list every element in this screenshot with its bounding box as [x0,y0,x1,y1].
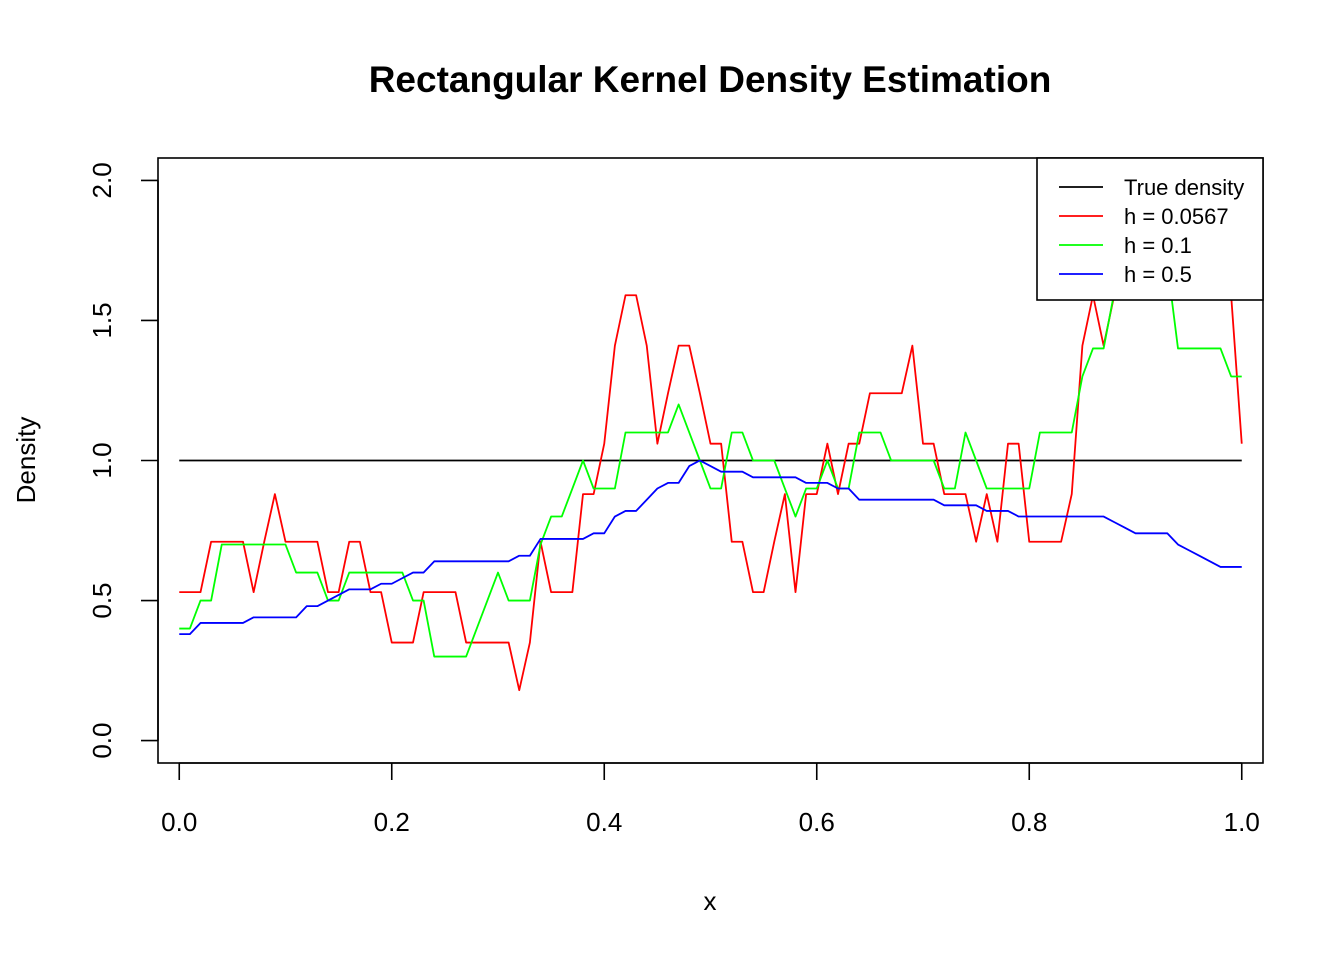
x-tick-label: 1.0 [1224,807,1260,837]
x-tick-label: 0.8 [1011,807,1047,837]
y-tick-label: 0.5 [87,582,117,618]
series-line-2 [179,235,1242,658]
legend: True density h = 0.0567 h = 0.1 h = 0.5 [1036,157,1264,301]
series-layer [179,196,1243,692]
x-axis-title: x [704,886,717,916]
x-tick-label: 0.0 [161,807,197,837]
series-line-1 [179,196,1243,692]
plot-frame [157,157,1264,764]
x-tick-label: 0.6 [799,807,835,837]
y-axis-title: Density [11,417,41,504]
legend-label: h = 0.0567 [1124,204,1229,229]
y-tick-label: 2.0 [87,162,117,198]
axes: 0.0 0.2 0.4 0.6 0.8 1.0 0.0 0.5 1.0 1.5 2.0 [87,162,1260,837]
series-line-3 [179,459,1242,636]
legend-label: h = 0.5 [1124,262,1192,287]
legend-box [1036,157,1264,301]
chart-title: Rectangular Kernel Density Estimation [369,59,1052,100]
legend-label: h = 0.1 [1124,233,1192,258]
x-tick-label: 0.2 [374,807,410,837]
y-tick-label: 0.0 [87,723,117,759]
legend-label: True density [1124,175,1244,200]
y-tick-label: 1.0 [87,442,117,478]
y-tick-label: 1.5 [87,302,117,338]
x-tick-label: 0.4 [586,807,622,837]
